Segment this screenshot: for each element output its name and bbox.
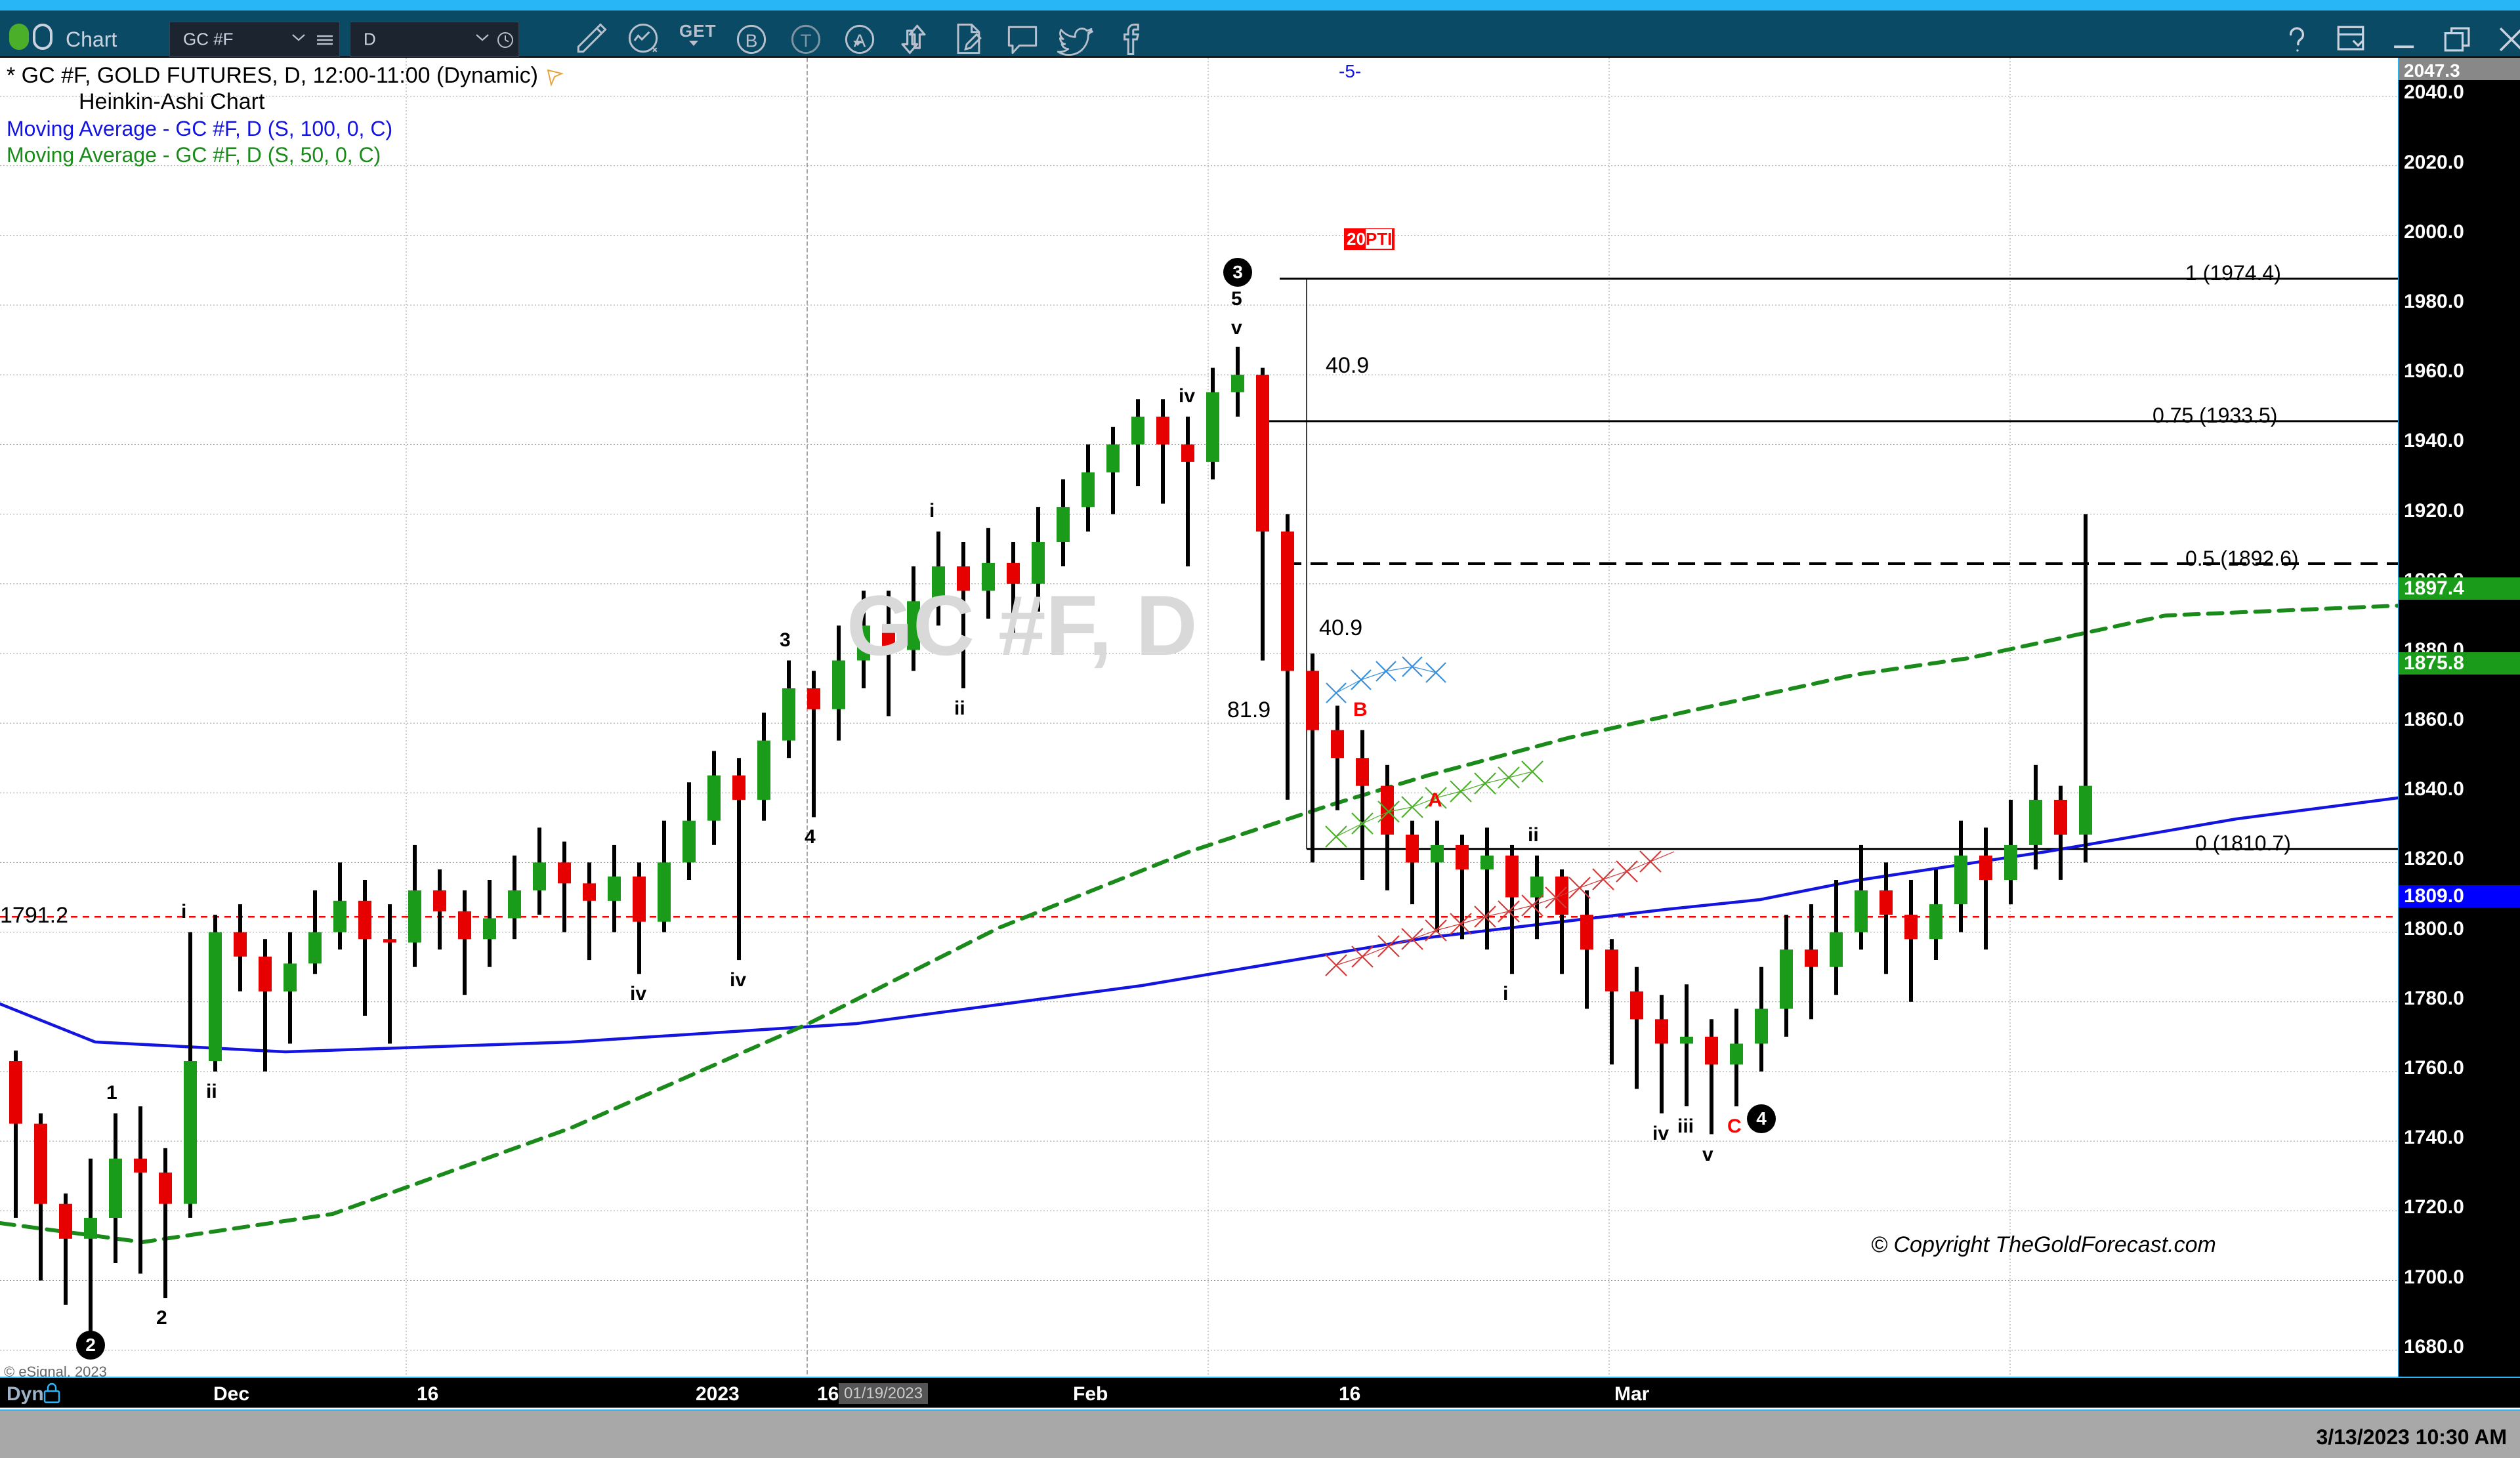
svg-text:T: T (800, 30, 811, 51)
svg-text:B: B (746, 30, 758, 51)
